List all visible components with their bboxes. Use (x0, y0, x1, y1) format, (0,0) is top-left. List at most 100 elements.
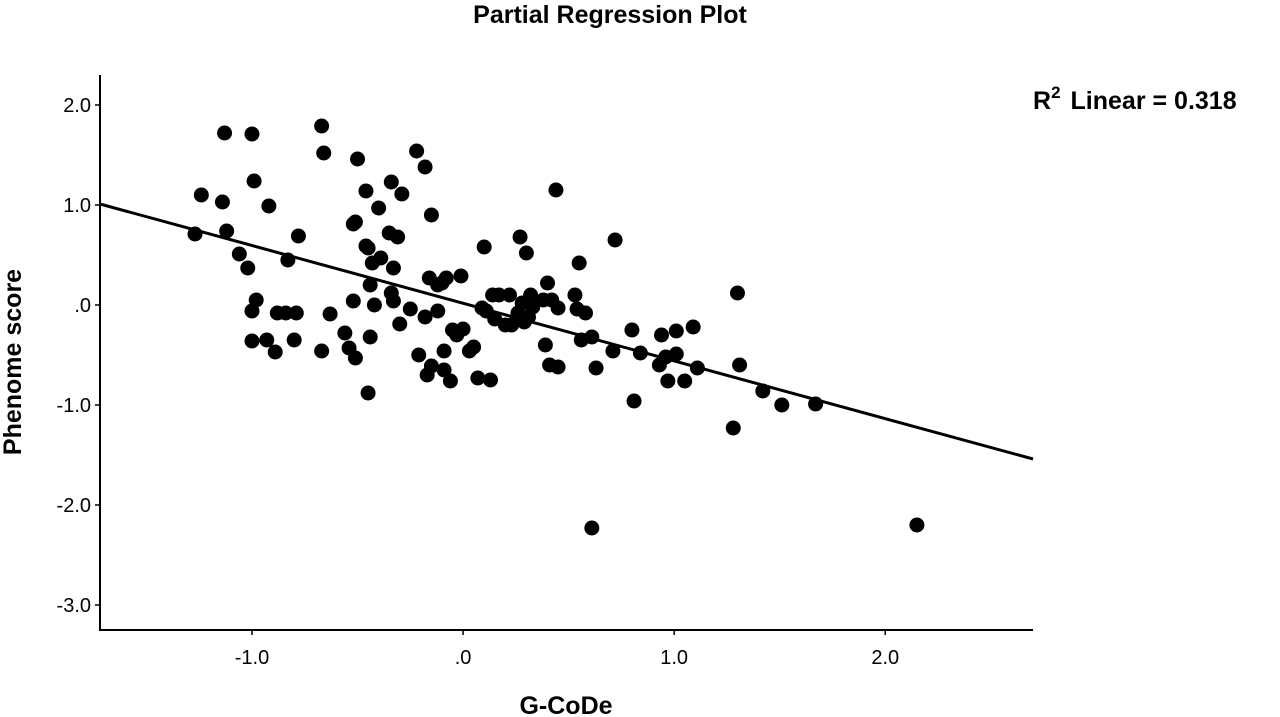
data-point (436, 362, 452, 378)
x-axis-label: G-CoDe (519, 692, 612, 717)
data-point (244, 333, 260, 349)
data-point (314, 343, 330, 359)
data-point (808, 396, 824, 412)
x-tick-label: 2.0 (871, 647, 899, 669)
data-point (214, 194, 230, 210)
data-point (774, 397, 790, 413)
data-point (417, 159, 433, 175)
data-point (267, 344, 283, 360)
r2-symbol: R (1033, 87, 1051, 115)
data-point (605, 343, 621, 359)
data-point (436, 343, 452, 359)
data-point (571, 255, 587, 271)
chart-title: Partial Regression Plot (473, 1, 747, 29)
data-point (491, 287, 507, 303)
data-point (523, 287, 539, 303)
data-point (193, 187, 209, 203)
data-point (504, 317, 520, 333)
data-point (584, 329, 600, 345)
data-point (537, 337, 553, 353)
fit-line-group (99, 202, 1034, 461)
data-point (518, 245, 534, 261)
data-point (409, 143, 425, 159)
data-point (729, 285, 745, 301)
data-point (540, 275, 556, 291)
data-point (259, 332, 275, 348)
data-point (438, 270, 454, 286)
axes (99, 75, 1033, 631)
x-axis-ticks: -1.0 .0 1.0 2.0 (235, 630, 899, 669)
data-point (550, 300, 566, 316)
data-point (246, 173, 262, 189)
data-point (453, 268, 469, 284)
r2-annotation: R2 Linear = 0.318 (1033, 83, 1237, 115)
data-point (360, 385, 376, 401)
data-point (347, 350, 363, 366)
data-point (362, 329, 378, 345)
data-point (455, 321, 471, 337)
data-point (240, 260, 256, 276)
data-point (316, 145, 332, 161)
data-point (677, 373, 693, 389)
data-point (668, 323, 684, 339)
data-point (732, 357, 748, 373)
data-point (632, 345, 648, 361)
y-tick-label: -2.0 (57, 495, 91, 517)
data-point (567, 287, 583, 303)
data-point (360, 240, 376, 256)
data-point (689, 360, 705, 376)
data-point (286, 332, 302, 348)
x-tick-label: 1.0 (660, 647, 688, 669)
data-point (502, 287, 518, 303)
data-point (231, 246, 247, 262)
data-point (466, 339, 482, 355)
data-point (550, 359, 566, 375)
data-point (577, 305, 593, 321)
y-tick-label: -3.0 (57, 595, 91, 617)
regression-line (99, 202, 1034, 461)
data-point (347, 214, 363, 230)
data-point (385, 293, 401, 309)
data-point (322, 306, 338, 322)
data-point (244, 126, 260, 142)
data-point (909, 517, 925, 533)
data-point (371, 200, 387, 216)
data-point (442, 373, 458, 389)
r2-superscript: 2 (1051, 83, 1060, 102)
x-tick-label: -1.0 (235, 647, 269, 669)
data-point (725, 420, 741, 436)
y-tick-label: -1.0 (57, 395, 91, 417)
data-point (337, 325, 353, 341)
data-point (217, 125, 233, 141)
data-point (423, 358, 439, 374)
data-point (417, 309, 433, 325)
r2-label: R2 Linear = 0.318 (1033, 83, 1237, 115)
data-point (626, 393, 642, 409)
data-point (373, 250, 389, 266)
data-point (244, 303, 260, 319)
data-point (390, 229, 406, 245)
data-point (423, 207, 439, 223)
data-point (358, 183, 374, 199)
data-point (392, 316, 408, 332)
data-point (394, 186, 410, 202)
y-axis-ticks: 2.0 1.0 .0 -1.0 -2.0 -3.0 (57, 95, 100, 617)
data-point (383, 174, 399, 190)
data-point (470, 370, 486, 386)
data-point (278, 305, 294, 321)
data-point (350, 151, 366, 167)
data-point (588, 360, 604, 376)
data-point (314, 118, 330, 134)
data-point (219, 223, 235, 239)
x-tick-label: .0 (455, 647, 472, 669)
data-point (624, 322, 640, 338)
data-points (187, 118, 925, 536)
y-tick-label: 2.0 (63, 95, 91, 117)
data-point (411, 347, 427, 363)
data-point (261, 198, 277, 214)
data-point (476, 239, 492, 255)
data-point (607, 232, 623, 248)
data-point (548, 182, 564, 198)
data-point (584, 520, 600, 536)
